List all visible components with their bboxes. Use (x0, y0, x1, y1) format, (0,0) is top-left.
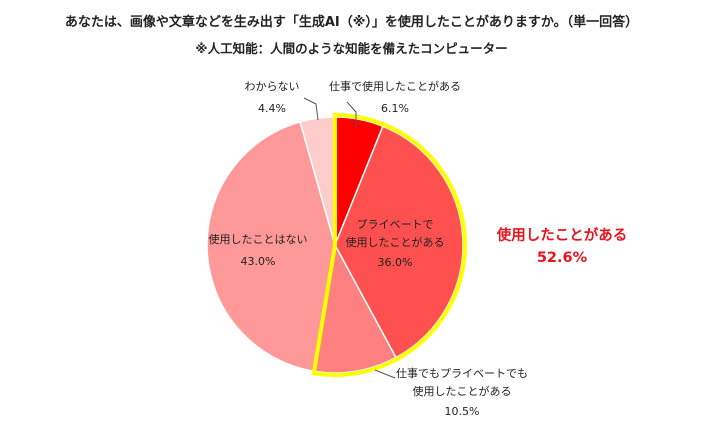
leader-line (303, 97, 319, 121)
slice-value-label: 4.4% (258, 102, 286, 115)
slice-label: 仕事で使用したことがある (329, 79, 461, 93)
callout-value: 52.6% (537, 250, 588, 266)
slice-label: 使用したことはない (209, 233, 308, 246)
callout-label: 使用したことがある (496, 226, 628, 244)
slice-value-label: 36.0% (378, 256, 413, 269)
leader-line (346, 101, 357, 128)
slice-label: わからない (245, 80, 300, 93)
pie-slice (206, 120, 336, 373)
chart-title: あなたは、画像や文章などを生み出す「生成AI（※）」を使用したことがありますか。… (64, 15, 639, 30)
slice-value-label: 10.5% (445, 405, 480, 418)
pie-slice (334, 125, 464, 359)
slice-value-label: 6.1% (381, 102, 409, 115)
leader-line (374, 369, 396, 379)
highlight-outline (311, 112, 467, 377)
slice-label: 使用したことがある (346, 235, 445, 249)
slice-value-label: 43.0% (241, 255, 276, 268)
slice-label: 仕事でもプライベートでも (396, 367, 528, 380)
chart-subtitle: ※人工知能：人間のような知能を備えたコンピューター (195, 41, 508, 56)
slice-label: 使用したことがある (413, 384, 512, 398)
slice-label: プライベートで (357, 218, 434, 231)
